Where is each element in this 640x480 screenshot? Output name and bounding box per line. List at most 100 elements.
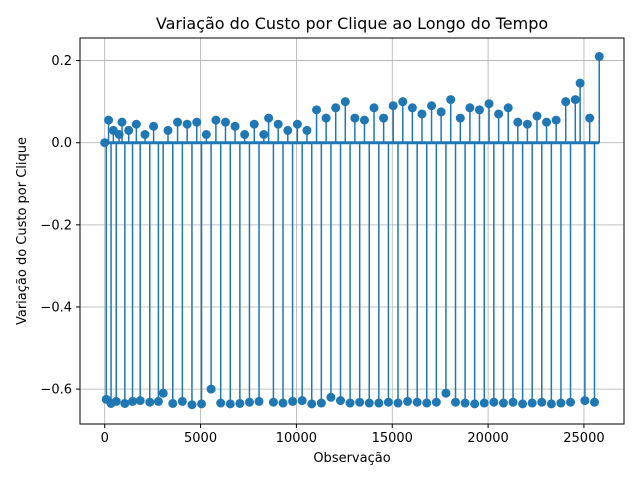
x-tick-label: 25000 bbox=[563, 431, 604, 446]
stem-marker bbox=[145, 397, 155, 407]
stem-marker bbox=[230, 121, 240, 131]
stem-marker bbox=[264, 113, 274, 123]
chart-title: Variação do Custo por Clique ao Longo do… bbox=[156, 14, 548, 33]
stem-marker bbox=[235, 398, 245, 408]
y-tick-label: −0.2 bbox=[40, 218, 72, 233]
stem-marker bbox=[460, 398, 470, 408]
stem-marker bbox=[321, 113, 331, 123]
stem-markers bbox=[100, 51, 604, 410]
stem-marker bbox=[182, 119, 192, 129]
stem-marker bbox=[168, 398, 178, 408]
y-axis-ticks: −0.6 −0.4 −0.2 0.0 0.2 bbox=[40, 54, 80, 398]
stem-marker bbox=[124, 125, 134, 135]
stem-marker bbox=[117, 117, 127, 127]
x-axis-ticks: 0 5000 10000 15000 20000 25000 bbox=[101, 424, 605, 446]
y-tick-label: 0.0 bbox=[51, 136, 72, 151]
stem-marker bbox=[201, 130, 211, 139]
stem-marker bbox=[518, 399, 528, 409]
stem-marker bbox=[331, 103, 341, 113]
stem-marker bbox=[111, 396, 121, 406]
stem-marker bbox=[398, 97, 408, 107]
stem-marker bbox=[216, 398, 226, 408]
stem-marker bbox=[393, 398, 403, 408]
stem-marker bbox=[403, 396, 413, 406]
stem-marker bbox=[498, 398, 508, 408]
stem-marker bbox=[589, 397, 599, 407]
stem-marker bbox=[532, 111, 542, 121]
stem-marker bbox=[192, 117, 202, 127]
stem-marker bbox=[316, 398, 326, 408]
stem-marker bbox=[383, 397, 393, 407]
stem-marker bbox=[187, 400, 197, 410]
stem-marker bbox=[100, 138, 110, 148]
stem-marker bbox=[422, 398, 432, 408]
stem-marker bbox=[580, 396, 590, 406]
stem-marker bbox=[451, 397, 461, 407]
stem-marker bbox=[417, 109, 427, 119]
stem-marker bbox=[489, 397, 499, 407]
stem-marker bbox=[379, 113, 389, 123]
stem-marker bbox=[345, 398, 355, 408]
stem-marker bbox=[455, 113, 465, 123]
stem-marker bbox=[158, 388, 168, 398]
stem-marker bbox=[307, 399, 317, 409]
stem-marker bbox=[556, 398, 566, 408]
stem-marker bbox=[412, 397, 422, 407]
stem-marker bbox=[302, 125, 312, 135]
stem-marker bbox=[114, 130, 124, 139]
stem-marker bbox=[431, 397, 441, 407]
stem-marker bbox=[427, 101, 437, 111]
stem-marker bbox=[268, 397, 278, 407]
stem-marker bbox=[140, 130, 150, 139]
stem-marker bbox=[407, 103, 417, 113]
stem-marker bbox=[484, 99, 494, 109]
stem-marker bbox=[513, 117, 523, 127]
stem-marker bbox=[254, 396, 264, 406]
stem-marker bbox=[131, 119, 141, 129]
stem-marker bbox=[149, 121, 159, 131]
stem-marker bbox=[220, 117, 230, 127]
stem-marker bbox=[211, 115, 221, 125]
stem-marker bbox=[240, 130, 250, 139]
stem-marker bbox=[494, 109, 504, 119]
y-tick-label: −0.6 bbox=[40, 383, 72, 398]
stem-marker bbox=[120, 398, 130, 408]
x-tick-label: 5000 bbox=[184, 431, 217, 446]
stem-marker bbox=[570, 95, 580, 105]
stem-marker bbox=[312, 105, 322, 115]
stem-marker bbox=[436, 107, 446, 117]
stem-marker bbox=[594, 51, 604, 61]
stem-marker bbox=[503, 103, 513, 113]
stem-marker bbox=[446, 95, 456, 105]
stem-marker bbox=[244, 397, 254, 407]
stem-lines bbox=[105, 56, 601, 405]
stem-marker bbox=[474, 105, 484, 115]
x-tick-label: 15000 bbox=[372, 431, 413, 446]
stem-marker bbox=[542, 117, 552, 127]
stem-marker bbox=[225, 399, 235, 409]
stem-marker bbox=[575, 78, 585, 88]
stem-marker bbox=[470, 399, 480, 409]
stem-marker bbox=[135, 396, 145, 406]
stem-marker bbox=[249, 119, 259, 129]
y-axis-label: Variação do Custo por Clique bbox=[15, 137, 30, 325]
stem-marker bbox=[551, 115, 561, 125]
stem-marker bbox=[288, 396, 298, 406]
stem-marker bbox=[566, 397, 576, 407]
stem-marker bbox=[537, 397, 547, 407]
stem-marker bbox=[259, 130, 269, 139]
stem-marker bbox=[546, 399, 556, 409]
stem-marker bbox=[465, 103, 475, 113]
stem-marker bbox=[441, 388, 451, 398]
stem-marker bbox=[283, 125, 293, 135]
y-tick-label: −0.4 bbox=[40, 300, 72, 315]
stem-marker bbox=[508, 397, 518, 407]
stem-marker bbox=[585, 113, 595, 123]
stem-marker bbox=[359, 115, 369, 125]
stem-marker bbox=[278, 398, 288, 408]
stem-marker bbox=[153, 396, 163, 406]
stem-marker bbox=[163, 125, 173, 135]
stem-marker bbox=[292, 119, 302, 129]
